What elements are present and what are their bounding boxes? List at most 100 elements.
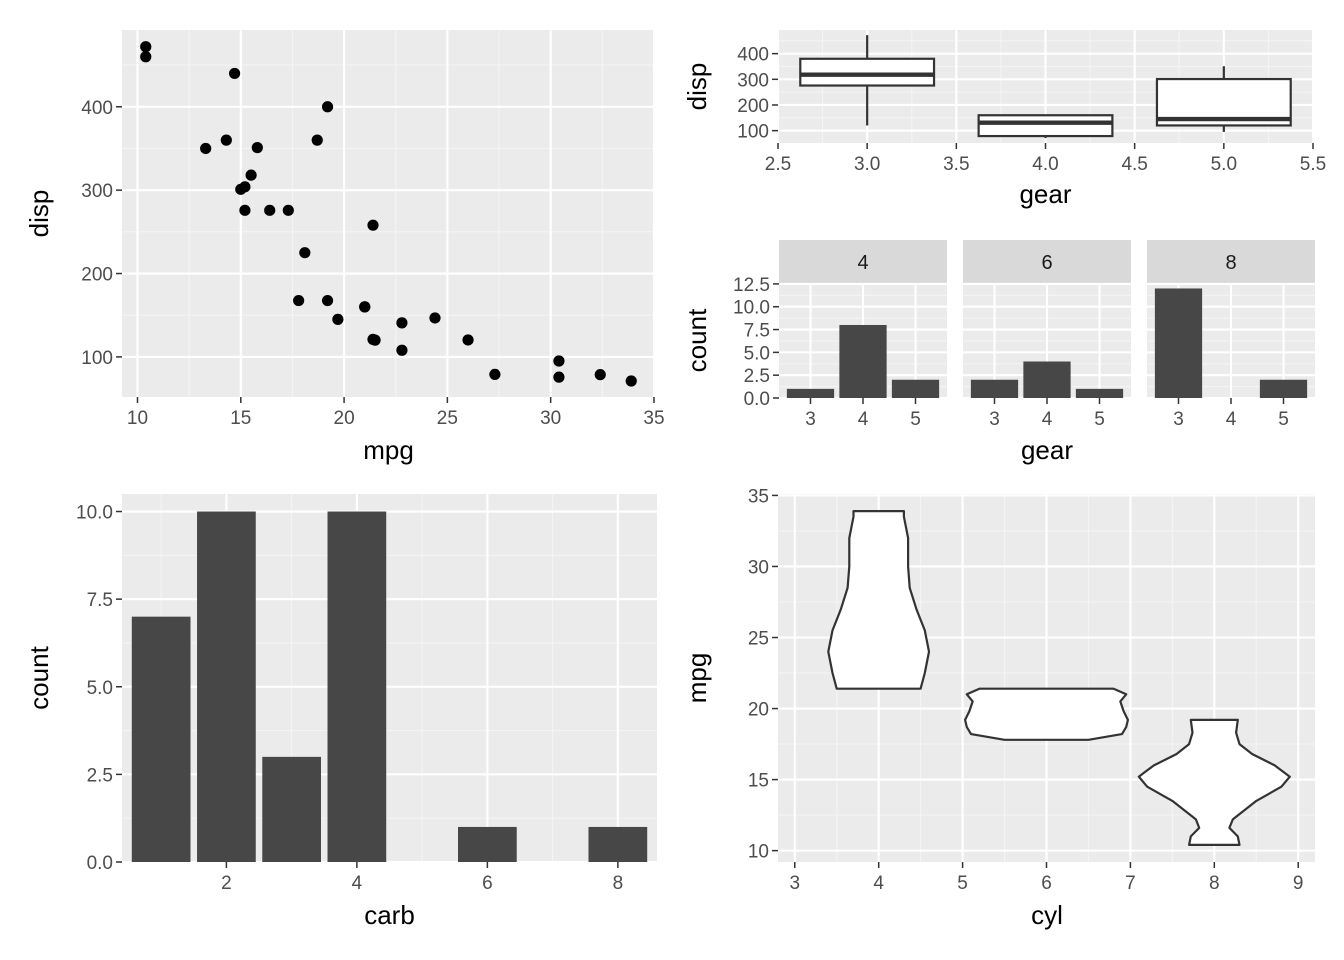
scatter-point [321, 294, 334, 307]
y-tick-label: 5.0 [87, 678, 113, 699]
x-tick-label: 5 [1278, 409, 1289, 430]
x-axis-title: gear [1019, 179, 1071, 209]
x-tick-label: 5.5 [1300, 154, 1326, 175]
x-tick-label: 5 [910, 409, 921, 430]
y-tick-label: 15 [748, 771, 769, 792]
facet-strip-label: 4 [857, 252, 868, 274]
y-axis-title: mpg [682, 653, 712, 704]
scatter-point [282, 204, 294, 216]
x-tick-label: 6 [1041, 873, 1052, 894]
bar [588, 826, 648, 862]
x-tick-label: 30 [540, 408, 561, 429]
y-axis-title: disp [682, 63, 712, 111]
violin [963, 687, 1130, 741]
scatter-point [228, 67, 241, 80]
scatter-point [429, 312, 441, 324]
scatter-point [332, 313, 344, 325]
bar [327, 511, 387, 862]
y-tick-label: 0.0 [744, 389, 770, 410]
y-axis-title: count [682, 308, 712, 372]
y-tick-label: 400 [737, 45, 769, 66]
bar [970, 379, 1019, 398]
bar [1154, 288, 1203, 398]
x-tick-label: 5 [1094, 409, 1105, 430]
x-tick-label: 8 [1209, 873, 1220, 894]
y-tick-label: 300 [737, 70, 769, 91]
x-tick-label: 3 [789, 873, 800, 894]
box-body [977, 114, 1114, 138]
x-tick-label: 25 [437, 408, 458, 429]
scatter-point [359, 301, 371, 313]
facet-strip [1147, 240, 1315, 283]
y-tick-label: 0.0 [87, 853, 113, 874]
scatter-point [245, 169, 257, 181]
scatter-point [396, 317, 408, 329]
x-tick-label: 20 [334, 408, 355, 429]
scatter-point [462, 334, 474, 346]
y-tick-label: 300 [81, 181, 113, 202]
y-tick-label: 400 [81, 98, 113, 119]
y-tick-label: 2.5 [744, 366, 770, 387]
y-tick-label: 20 [748, 700, 769, 721]
y-tick-label: 100 [81, 348, 113, 369]
x-tick-label: 9 [1293, 873, 1304, 894]
x-tick-label: 2.5 [765, 154, 791, 175]
y-tick-label: 10.0 [76, 503, 113, 524]
y-tick-label: 25 [748, 629, 769, 650]
x-tick-label: 4 [1226, 409, 1237, 430]
scatter-point [140, 51, 152, 63]
scatter-panel [122, 30, 655, 397]
y-tick-label: 200 [81, 265, 113, 286]
box-body [799, 57, 936, 87]
facet-strip-label: 6 [1041, 252, 1052, 274]
y-tick-label: 7.5 [87, 590, 113, 611]
x-tick-label: 4 [1042, 409, 1053, 430]
scatter-point [321, 101, 334, 113]
y-tick-label: 30 [748, 557, 769, 578]
bar [1259, 379, 1308, 398]
scatter-point [264, 204, 276, 216]
y-tick-label: 100 [737, 122, 769, 143]
scatter-point [396, 344, 408, 356]
bar [1075, 388, 1124, 398]
x-tick-label: 5.0 [1211, 154, 1237, 175]
y-tick-label: 12.5 [733, 275, 770, 296]
x-tick-label: 6 [482, 873, 493, 894]
x-tick-label: 4 [352, 873, 363, 894]
y-axis-title: count [24, 645, 54, 709]
x-tick-label: 4.5 [1121, 154, 1147, 175]
bar [786, 388, 835, 398]
x-tick-label: 3.5 [943, 154, 969, 175]
bar [891, 379, 940, 398]
bar [839, 324, 887, 398]
violin [827, 510, 931, 690]
x-tick-label: 3 [1173, 409, 1184, 430]
x-axis-title: gear [1021, 435, 1073, 465]
scatter-point [220, 134, 232, 146]
scatter-point [299, 247, 311, 259]
x-tick-label: 3 [805, 409, 816, 430]
scatter-point [625, 375, 637, 387]
scatter-point [311, 134, 323, 146]
x-tick-label: 3 [989, 409, 1000, 430]
bar [458, 826, 517, 862]
scatter-point [140, 41, 152, 53]
facet-strip-label: 8 [1225, 252, 1236, 274]
facet-strip [963, 240, 1131, 283]
x-tick-label: 4.0 [1032, 154, 1058, 175]
y-tick-label: 5.0 [744, 343, 770, 364]
x-tick-label: 4 [858, 409, 869, 430]
x-axis-title: carb [364, 900, 415, 930]
x-tick-label: 10 [127, 408, 148, 429]
bar [131, 616, 191, 862]
scatter-point [235, 183, 247, 195]
scatter-point [239, 204, 251, 216]
scatter-point [553, 355, 565, 367]
x-tick-label: 5 [957, 873, 968, 894]
x-axis-title: mpg [363, 435, 414, 465]
scatter-point [553, 371, 565, 383]
bar [1023, 361, 1071, 398]
x-tick-label: 3.0 [854, 154, 880, 175]
x-tick-label: 35 [643, 408, 664, 429]
